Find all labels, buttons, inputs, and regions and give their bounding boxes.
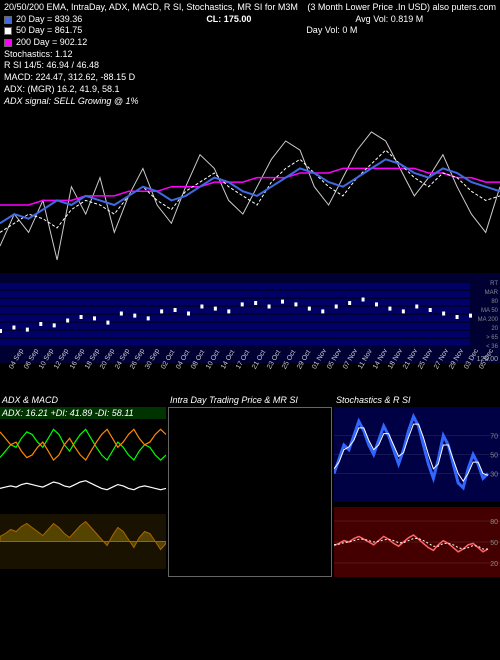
svg-text:MA 50: MA 50 <box>481 308 499 314</box>
adx-macd-panel: ADX & MACD ADX: 16.21 +DI: 41.89 -DI: 58… <box>0 393 166 593</box>
date-axis: 04 Sep06 Sep10 Sep12 Sep16 Sep18 Sep20 S… <box>0 363 500 393</box>
svg-text:MAR: MAR <box>485 290 499 296</box>
dayvol-label: Day Vol: 0 M <box>306 25 357 37</box>
adx-panel-title: ADX & MACD <box>0 393 166 407</box>
svg-text:50: 50 <box>490 453 498 460</box>
svg-text:> 65: > 65 <box>486 335 499 341</box>
svg-text:80: 80 <box>491 299 498 305</box>
ema50-swatch <box>4 27 12 35</box>
svg-text:80: 80 <box>490 519 498 526</box>
close-label: CL: 175.00 <box>206 14 251 26</box>
title-left: 20/50/200 EMA, IntraDay, ADX, MACD, R SI… <box>4 2 298 14</box>
svg-text:50: 50 <box>490 540 498 547</box>
adx-signal-label: ADX signal: SELL Growing @ 1% <box>4 96 496 108</box>
main-price-chart <box>0 109 500 269</box>
avgvol-label: Avg Vol: 0.819 M <box>355 14 423 26</box>
ema200-swatch <box>4 39 12 47</box>
stochastics-label: Stochastics: 1.12 <box>4 49 496 61</box>
svg-text:70: 70 <box>490 434 498 441</box>
bottom-panels: ADX & MACD ADX: 16.21 +DI: 41.89 -DI: 58… <box>0 393 500 593</box>
title-right: (3 Month Lower Price .In USD) also puter… <box>307 2 496 14</box>
adx-subtitle: ADX: 16.21 +DI: 41.89 -DI: 58.11 <box>0 407 166 419</box>
ema20-label: 20 Day = 839.36 <box>16 14 82 26</box>
ema200-label: 200 Day = 902.12 <box>16 37 87 49</box>
intra-panel-title: Intra Day Trading Price & MR SI <box>168 393 332 407</box>
macd-label: MACD: 224.47, 312.62, -88.15 D <box>4 72 496 84</box>
svg-text:20: 20 <box>491 326 498 332</box>
svg-text:RT: RT <box>490 281 498 287</box>
rsi-label: R SI 14/5: 46.94 / 46.48 <box>4 60 496 72</box>
svg-text:30: 30 <box>490 472 498 479</box>
stochrsi-panel-title: Stochastics & R SI <box>334 393 500 407</box>
svg-text:MA 200: MA 200 <box>478 317 499 323</box>
stoch-rsi-panel: Stochastics & R SI 30 50 70 20 50 80 <box>334 393 500 593</box>
adx-label: ADX: (MGR) 16.2, 41.9, 58.1 <box>4 84 496 96</box>
ema50-label: 50 Day = 861.75 <box>16 25 82 37</box>
intraday-panel: Intra Day Trading Price & MR SI <box>168 393 332 593</box>
indicator-header: 20/50/200 EMA, IntraDay, ADX, MACD, R SI… <box>0 0 500 109</box>
svg-text:20: 20 <box>490 561 498 568</box>
ema20-swatch <box>4 16 12 24</box>
stochastics-band-chart: RTMAR80MA 50MA 20020> 65< 36125.00 <box>0 273 500 363</box>
